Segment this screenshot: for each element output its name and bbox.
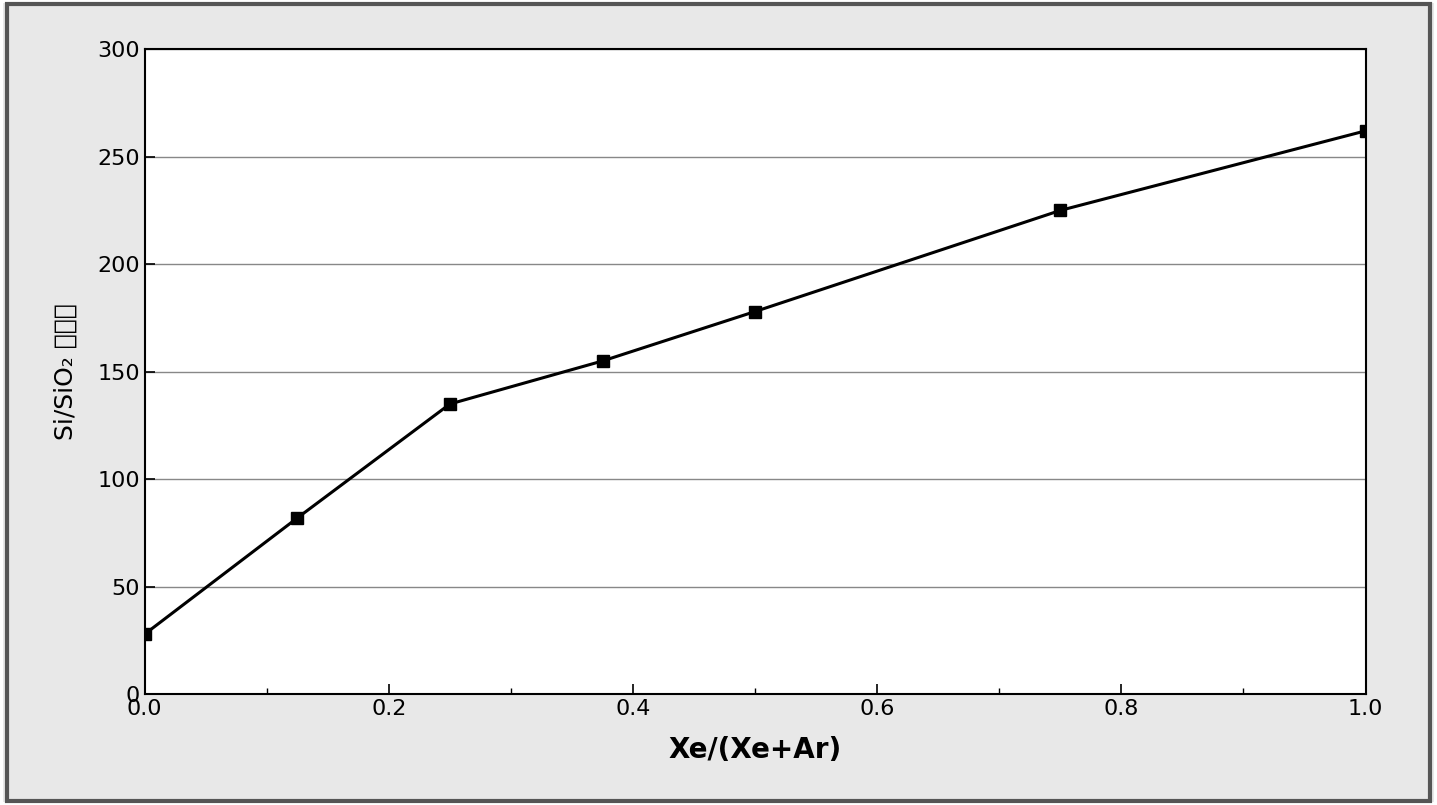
Y-axis label: Si/SiO₂ 选择性: Si/SiO₂ 选择性 — [53, 303, 78, 440]
X-axis label: Xe/(Xe+Ar): Xe/(Xe+Ar) — [668, 736, 842, 764]
